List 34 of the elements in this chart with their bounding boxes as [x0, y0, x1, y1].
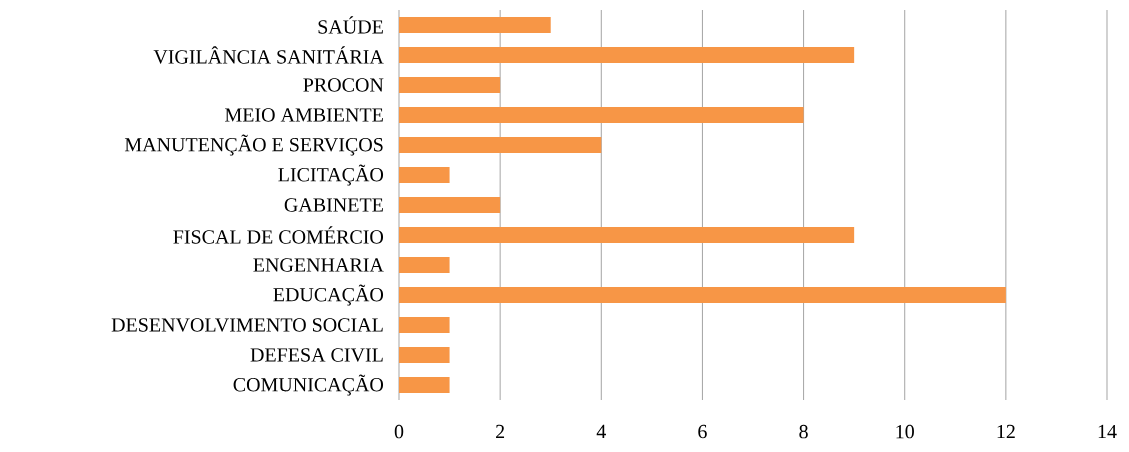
bar [399, 137, 602, 153]
x-tick-label: 2 [496, 424, 505, 439]
y-tick-label: DESENVOLVIMENTO SOCIAL [111, 318, 383, 332]
x-tick-label: 10 [896, 424, 914, 439]
y-tick-label: MEIO AMBIENTE [225, 108, 383, 122]
bar [399, 197, 501, 213]
x-tick-label: 4 [596, 424, 606, 439]
y-tick-label: COMUNICAÇÃO [233, 374, 384, 396]
y-tick-label: PROCON [303, 78, 384, 92]
bar [399, 107, 804, 123]
y-tick-label: MANUTENÇÃO E SERVIÇOS [124, 134, 383, 156]
y-tick-label: SAÚDE [318, 16, 383, 34]
bar [399, 317, 450, 333]
y-tick-label: FISCAL DE COMÉRCIO [173, 226, 384, 244]
bar [399, 77, 501, 93]
bar [399, 347, 450, 363]
y-tick-label: ENGENHARIA [253, 258, 384, 272]
y-tick-label: EDUCAÇÃO [273, 284, 384, 306]
bar [399, 47, 855, 63]
x-tick-label: 12 [997, 424, 1015, 439]
bar [399, 287, 1006, 303]
y-tick-label: GABINETE [284, 198, 383, 212]
bar [399, 17, 551, 33]
x-tick-label: 0 [394, 424, 404, 439]
y-tick-label: VIGILÂNCIA SANITÁRIA [153, 46, 384, 64]
x-tick-label: 6 [698, 424, 707, 439]
x-tick-label: 14 [1098, 424, 1117, 439]
y-tick-label: LICITAÇÃO [278, 164, 384, 186]
y-tick-label: DEFESA CIVIL [250, 348, 383, 362]
x-tick-label: 8 [799, 424, 808, 439]
bar [399, 227, 855, 243]
bar [399, 167, 450, 183]
bar [399, 377, 450, 393]
bar [399, 257, 450, 273]
